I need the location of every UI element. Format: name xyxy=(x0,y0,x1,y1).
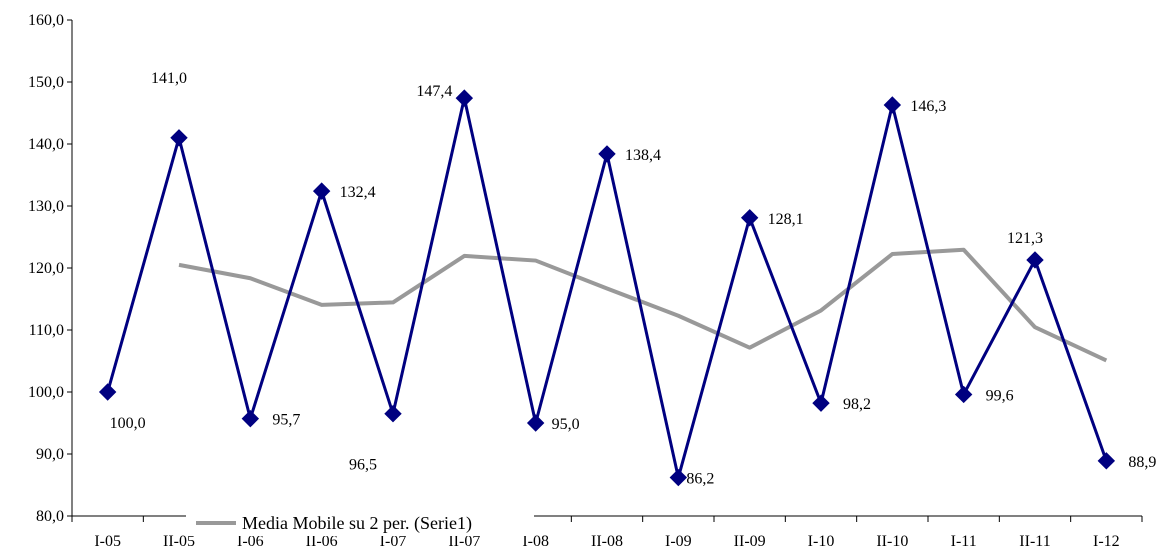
data-label: 141,0 xyxy=(151,70,187,87)
legend: Media Mobile su 2 per. (Serie1) xyxy=(186,510,534,536)
data-point-marker xyxy=(98,383,117,401)
y-tick-label: 90,0 xyxy=(36,446,64,463)
x-tick-labels: I-05 II-05 I-06 II-06 I-07 II-07 I-08 II-08 I-09… xyxy=(94,533,1119,550)
data-point-marker xyxy=(954,385,973,404)
data-label: 95,0 xyxy=(552,416,580,433)
x-tick-label: I-10 xyxy=(808,533,835,550)
data-label: 128,1 xyxy=(768,211,804,228)
data-point-marker xyxy=(312,182,331,200)
data-point-marker xyxy=(812,394,830,412)
data-point-marker xyxy=(170,129,188,147)
data-point-marker xyxy=(455,89,474,107)
data-point-marker xyxy=(241,409,260,428)
data-point-marker xyxy=(384,404,402,423)
y-tick-label: 140,0 xyxy=(28,136,64,153)
y-tick-label: 80,0 xyxy=(36,508,64,525)
data-label: 95,7 xyxy=(272,412,300,429)
y-tick-label: 160,0 xyxy=(28,12,64,29)
x-tick-label: I-06 xyxy=(237,533,264,550)
series-markers xyxy=(98,89,1116,487)
data-label: 121,3 xyxy=(1007,230,1043,247)
x-tick-label: II-10 xyxy=(876,533,908,550)
x-tick-label: I-08 xyxy=(522,533,549,550)
data-label: 98,2 xyxy=(843,396,871,413)
y-tick-label: 150,0 xyxy=(28,74,64,91)
x-tick-label: II-08 xyxy=(591,533,623,550)
x-tick-label: I-07 xyxy=(380,533,407,550)
data-label: 147,4 xyxy=(416,83,452,100)
data-label: 100,0 xyxy=(110,415,146,432)
data-label: 99,6 xyxy=(986,387,1014,404)
data-label: 138,4 xyxy=(625,147,661,164)
data-point-marker xyxy=(740,209,759,227)
y-tick-label: 120,0 xyxy=(28,260,64,277)
data-point-marker xyxy=(1026,251,1044,269)
data-label: 132,4 xyxy=(340,184,376,201)
y-tick-label: 110,0 xyxy=(29,322,64,339)
legend-box xyxy=(186,510,534,536)
x-tick-label: I-09 xyxy=(665,533,692,550)
x-tick-label: II-05 xyxy=(163,533,195,550)
data-label: 88,9 xyxy=(1128,454,1156,471)
y-tick-label: 130,0 xyxy=(28,198,64,215)
data-point-marker xyxy=(598,145,616,163)
x-tick-label: I-11 xyxy=(951,533,977,550)
y-tick-labels: 80,0 90,0 100,0 110,0 120,0 130,0 140,0 150,0 16… xyxy=(28,12,64,525)
data-labels: 100,0 141,0 95,7 132,4 96,5 147,4 95,0 138,4 86,… xyxy=(110,70,1157,488)
x-tick-label: II-09 xyxy=(734,533,766,550)
legend-label: Media Mobile su 2 per. (Serie1) xyxy=(242,513,472,534)
data-point-marker xyxy=(1097,452,1116,470)
data-point-marker xyxy=(526,414,545,432)
x-tick-label: II-06 xyxy=(306,533,338,550)
x-tick-label: I-12 xyxy=(1093,533,1120,550)
x-tick-label: I-05 xyxy=(94,533,121,550)
data-label: 146,3 xyxy=(910,98,946,115)
data-point-marker xyxy=(883,96,902,114)
x-tick-label: II-07 xyxy=(448,533,480,550)
data-point-marker xyxy=(669,468,688,487)
y-tick-label: 100,0 xyxy=(28,384,64,401)
data-label: 86,2 xyxy=(686,471,714,488)
x-tick-label: II-11 xyxy=(1019,533,1050,550)
data-label: 96,5 xyxy=(349,457,377,474)
moving-average-line xyxy=(178,247,1108,363)
